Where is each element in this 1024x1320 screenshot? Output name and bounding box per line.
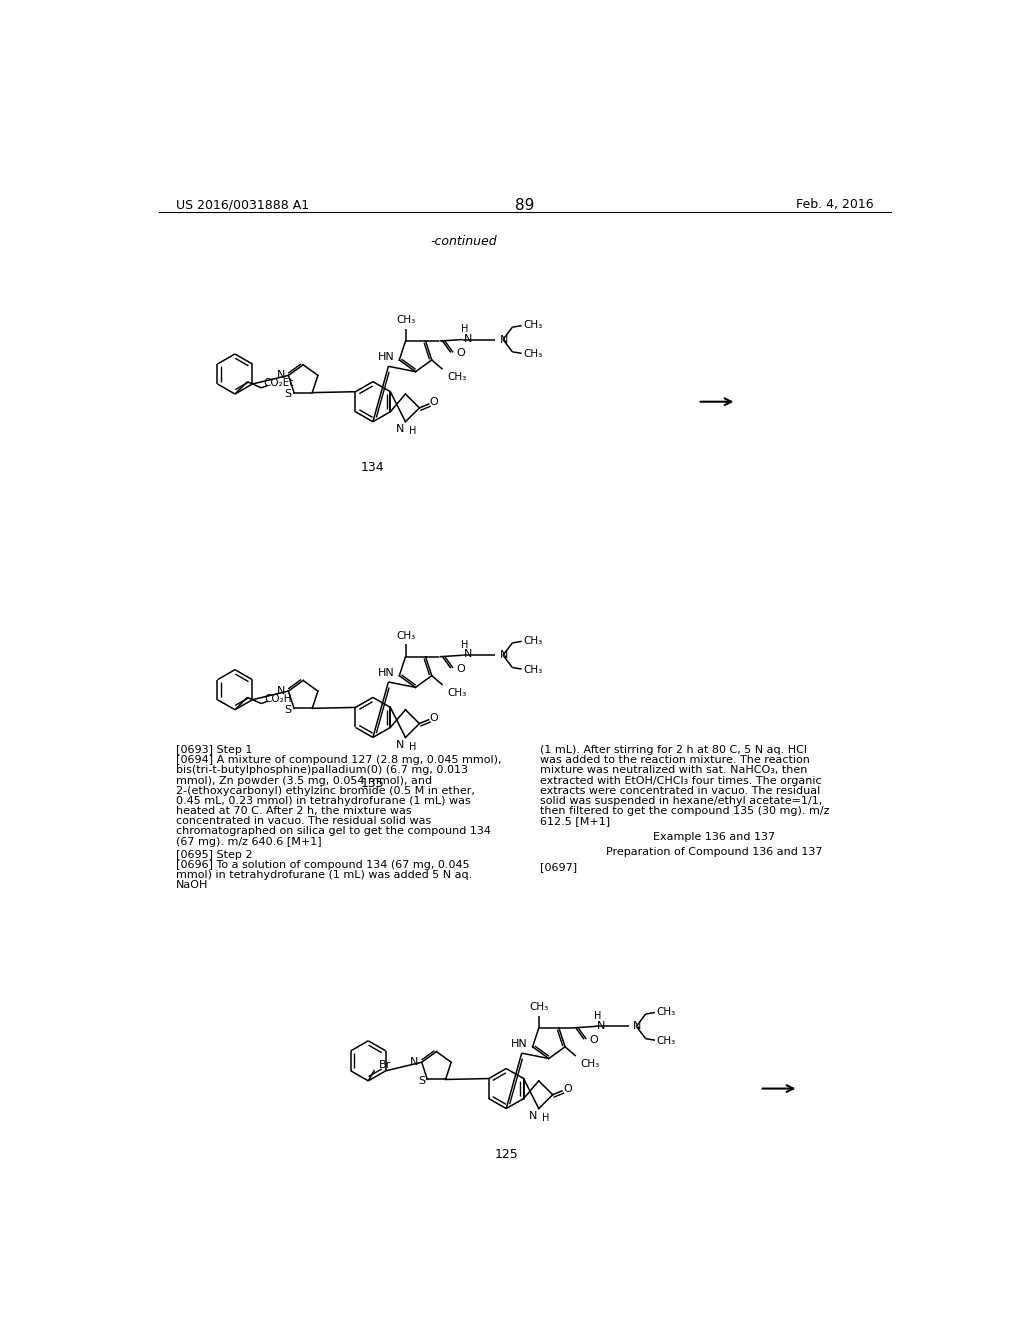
- Text: N: N: [597, 1020, 605, 1031]
- Text: CH₃: CH₃: [581, 1059, 600, 1069]
- Text: H: H: [594, 1011, 601, 1020]
- Text: CH₃: CH₃: [523, 319, 543, 330]
- Text: (1 mL). After stirring for 2 h at 80 C, 5 N aq. HCl: (1 mL). After stirring for 2 h at 80 C, …: [541, 744, 807, 755]
- Text: 134: 134: [361, 462, 385, 474]
- Text: HN: HN: [378, 352, 394, 362]
- Text: mmol), Zn powder (3.5 mg, 0.054 mmol), and: mmol), Zn powder (3.5 mg, 0.054 mmol), a…: [176, 776, 432, 785]
- Text: CH₃: CH₃: [396, 315, 415, 325]
- Text: N: N: [500, 651, 508, 660]
- Text: S: S: [285, 705, 292, 715]
- Text: CO₂H: CO₂H: [264, 694, 292, 704]
- Text: O: O: [590, 1035, 599, 1045]
- Text: S: S: [285, 389, 292, 399]
- Text: [0697]: [0697]: [541, 862, 578, 873]
- Text: N: N: [500, 334, 508, 345]
- Text: [0695] Step 2: [0695] Step 2: [176, 850, 253, 859]
- Text: 0.45 mL, 0.23 mmol) in tetrahydrofurane (1 mL) was: 0.45 mL, 0.23 mmol) in tetrahydrofurane …: [176, 796, 471, 807]
- Text: Preparation of Compound 136 and 137: Preparation of Compound 136 and 137: [605, 847, 822, 857]
- Text: Example 136 and 137: Example 136 and 137: [653, 832, 775, 842]
- Text: CH₃: CH₃: [656, 1036, 676, 1045]
- Text: N: N: [528, 1111, 538, 1121]
- Text: US 2016/0031888 A1: US 2016/0031888 A1: [176, 198, 309, 211]
- Text: HN: HN: [511, 1039, 528, 1049]
- Text: heated at 70 C. After 2 h, the mixture was: heated at 70 C. After 2 h, the mixture w…: [176, 807, 412, 816]
- Text: bis(tri-t-butylphosphine)palladium(0) (6.7 mg, 0.013: bis(tri-t-butylphosphine)palladium(0) (6…: [176, 766, 468, 775]
- Text: H: H: [461, 325, 468, 334]
- Text: 89: 89: [515, 198, 535, 214]
- Text: then filtered to get the compound 135 (30 mg). m/z: then filtered to get the compound 135 (3…: [541, 807, 829, 816]
- Text: chromatographed on silica gel to get the compound 134: chromatographed on silica gel to get the…: [176, 826, 492, 837]
- Text: H: H: [409, 742, 416, 751]
- Text: N: N: [464, 334, 472, 343]
- Text: O: O: [563, 1084, 571, 1094]
- Text: N: N: [395, 741, 403, 750]
- Text: CH₃: CH₃: [523, 665, 543, 675]
- Text: Feb. 4, 2016: Feb. 4, 2016: [796, 198, 873, 211]
- Text: N: N: [276, 686, 286, 696]
- Text: (67 mg). m/z 640.6 [M+1]: (67 mg). m/z 640.6 [M+1]: [176, 837, 322, 846]
- Text: [0693] Step 1: [0693] Step 1: [176, 744, 253, 755]
- Text: CH₃: CH₃: [523, 348, 543, 359]
- Text: Br: Br: [379, 1060, 391, 1071]
- Text: [0694] A mixture of compound 127 (2.8 mg, 0.045 mmol),: [0694] A mixture of compound 127 (2.8 mg…: [176, 755, 502, 766]
- Text: NaOH: NaOH: [176, 880, 209, 890]
- Text: extracts were concentrated in vacuo. The residual: extracts were concentrated in vacuo. The…: [541, 785, 820, 796]
- Text: H: H: [461, 640, 468, 649]
- Text: O: O: [430, 713, 438, 723]
- Text: -continued: -continued: [430, 235, 497, 248]
- Text: H: H: [409, 426, 416, 436]
- Text: CH₃: CH₃: [447, 688, 467, 698]
- Text: N: N: [633, 1022, 642, 1031]
- Text: CH₃: CH₃: [656, 1007, 676, 1016]
- Text: mmol) in tetrahydrofurane (1 mL) was added 5 N aq.: mmol) in tetrahydrofurane (1 mL) was add…: [176, 870, 472, 880]
- Text: mixture was neutralized with sat. NaHCO₃, then: mixture was neutralized with sat. NaHCO₃…: [541, 766, 808, 775]
- Text: CH₃: CH₃: [523, 635, 543, 645]
- Text: solid was suspended in hexane/ethyl acetate=1/1,: solid was suspended in hexane/ethyl acet…: [541, 796, 822, 807]
- Text: O: O: [457, 348, 465, 358]
- Text: CH₃: CH₃: [529, 1002, 549, 1011]
- Text: O: O: [430, 397, 438, 408]
- Text: N: N: [395, 425, 403, 434]
- Text: N: N: [276, 371, 286, 380]
- Text: CH₃: CH₃: [447, 372, 467, 383]
- Text: S: S: [418, 1076, 425, 1086]
- Text: 135: 135: [361, 777, 385, 791]
- Text: [0696] To a solution of compound 134 (67 mg, 0.045: [0696] To a solution of compound 134 (67…: [176, 861, 470, 870]
- Text: N: N: [411, 1057, 419, 1068]
- Text: HN: HN: [378, 668, 394, 677]
- Text: was added to the reaction mixture. The reaction: was added to the reaction mixture. The r…: [541, 755, 810, 766]
- Text: CH₃: CH₃: [396, 631, 415, 640]
- Text: 2-(ethoxycarbonyl) ethylzinc bromide (0.5 M in ether,: 2-(ethoxycarbonyl) ethylzinc bromide (0.…: [176, 785, 475, 796]
- Text: N: N: [464, 649, 472, 660]
- Text: extracted with EtOH/CHCl₃ four times. The organic: extracted with EtOH/CHCl₃ four times. Th…: [541, 776, 822, 785]
- Text: CO₂Et: CO₂Et: [263, 379, 294, 388]
- Text: O: O: [457, 664, 465, 675]
- Text: H: H: [542, 1113, 549, 1123]
- Text: 125: 125: [495, 1148, 518, 1162]
- Text: 612.5 [M+1]: 612.5 [M+1]: [541, 816, 610, 826]
- Text: concentrated in vacuo. The residual solid was: concentrated in vacuo. The residual soli…: [176, 816, 431, 826]
